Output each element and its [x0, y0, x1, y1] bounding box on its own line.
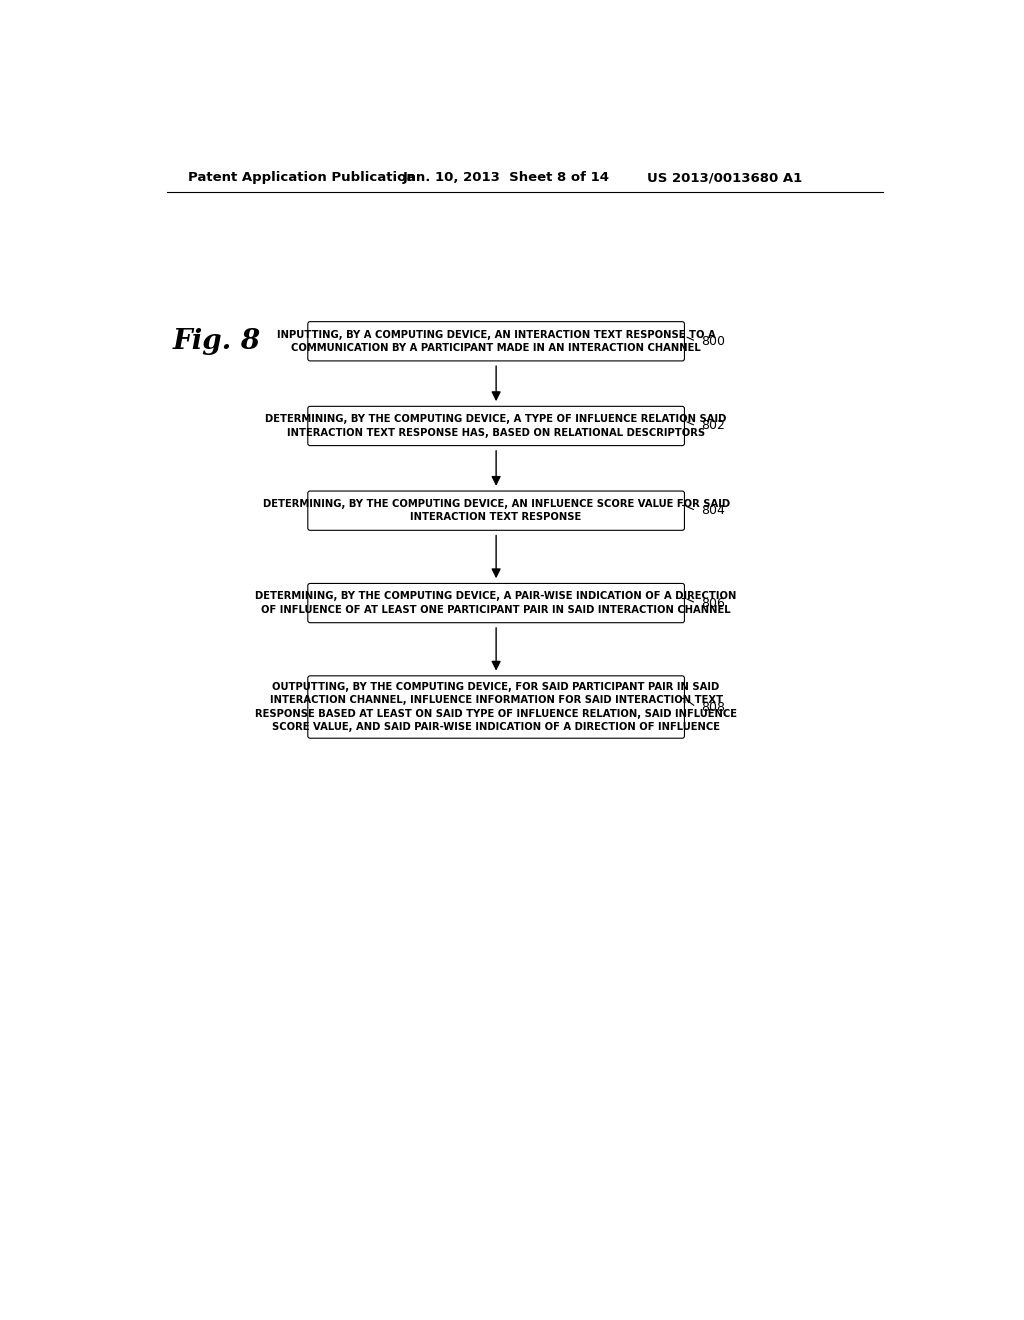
Text: 808: 808 [700, 701, 725, 714]
Text: Patent Application Publication: Patent Application Publication [188, 172, 416, 185]
Text: DETERMINING, BY THE COMPUTING DEVICE, A PAIR-WISE INDICATION OF A DIRECTION
OF I: DETERMINING, BY THE COMPUTING DEVICE, A … [255, 591, 737, 615]
FancyBboxPatch shape [308, 676, 684, 738]
Text: DETERMINING, BY THE COMPUTING DEVICE, A TYPE OF INFLUENCE RELATION SAID
INTERACT: DETERMINING, BY THE COMPUTING DEVICE, A … [265, 414, 727, 437]
Text: 804: 804 [700, 504, 725, 517]
FancyBboxPatch shape [308, 322, 684, 360]
Text: US 2013/0013680 A1: US 2013/0013680 A1 [647, 172, 803, 185]
FancyBboxPatch shape [308, 407, 684, 446]
FancyBboxPatch shape [308, 583, 684, 623]
Text: INPUTTING, BY A COMPUTING DEVICE, AN INTERACTION TEXT RESPONSE TO A
COMMUNICATIO: INPUTTING, BY A COMPUTING DEVICE, AN INT… [276, 330, 716, 352]
Text: 806: 806 [700, 597, 725, 610]
Text: Fig. 8: Fig. 8 [173, 327, 261, 355]
Text: DETERMINING, BY THE COMPUTING DEVICE, AN INFLUENCE SCORE VALUE FOR SAID
INTERACT: DETERMINING, BY THE COMPUTING DEVICE, AN… [262, 499, 730, 523]
Text: 800: 800 [700, 335, 725, 347]
Text: OUTPUTTING, BY THE COMPUTING DEVICE, FOR SAID PARTICIPANT PAIR IN SAID
INTERACTI: OUTPUTTING, BY THE COMPUTING DEVICE, FOR… [255, 682, 737, 731]
FancyBboxPatch shape [308, 491, 684, 531]
Text: 802: 802 [700, 420, 725, 433]
Text: Jan. 10, 2013  Sheet 8 of 14: Jan. 10, 2013 Sheet 8 of 14 [403, 172, 610, 185]
